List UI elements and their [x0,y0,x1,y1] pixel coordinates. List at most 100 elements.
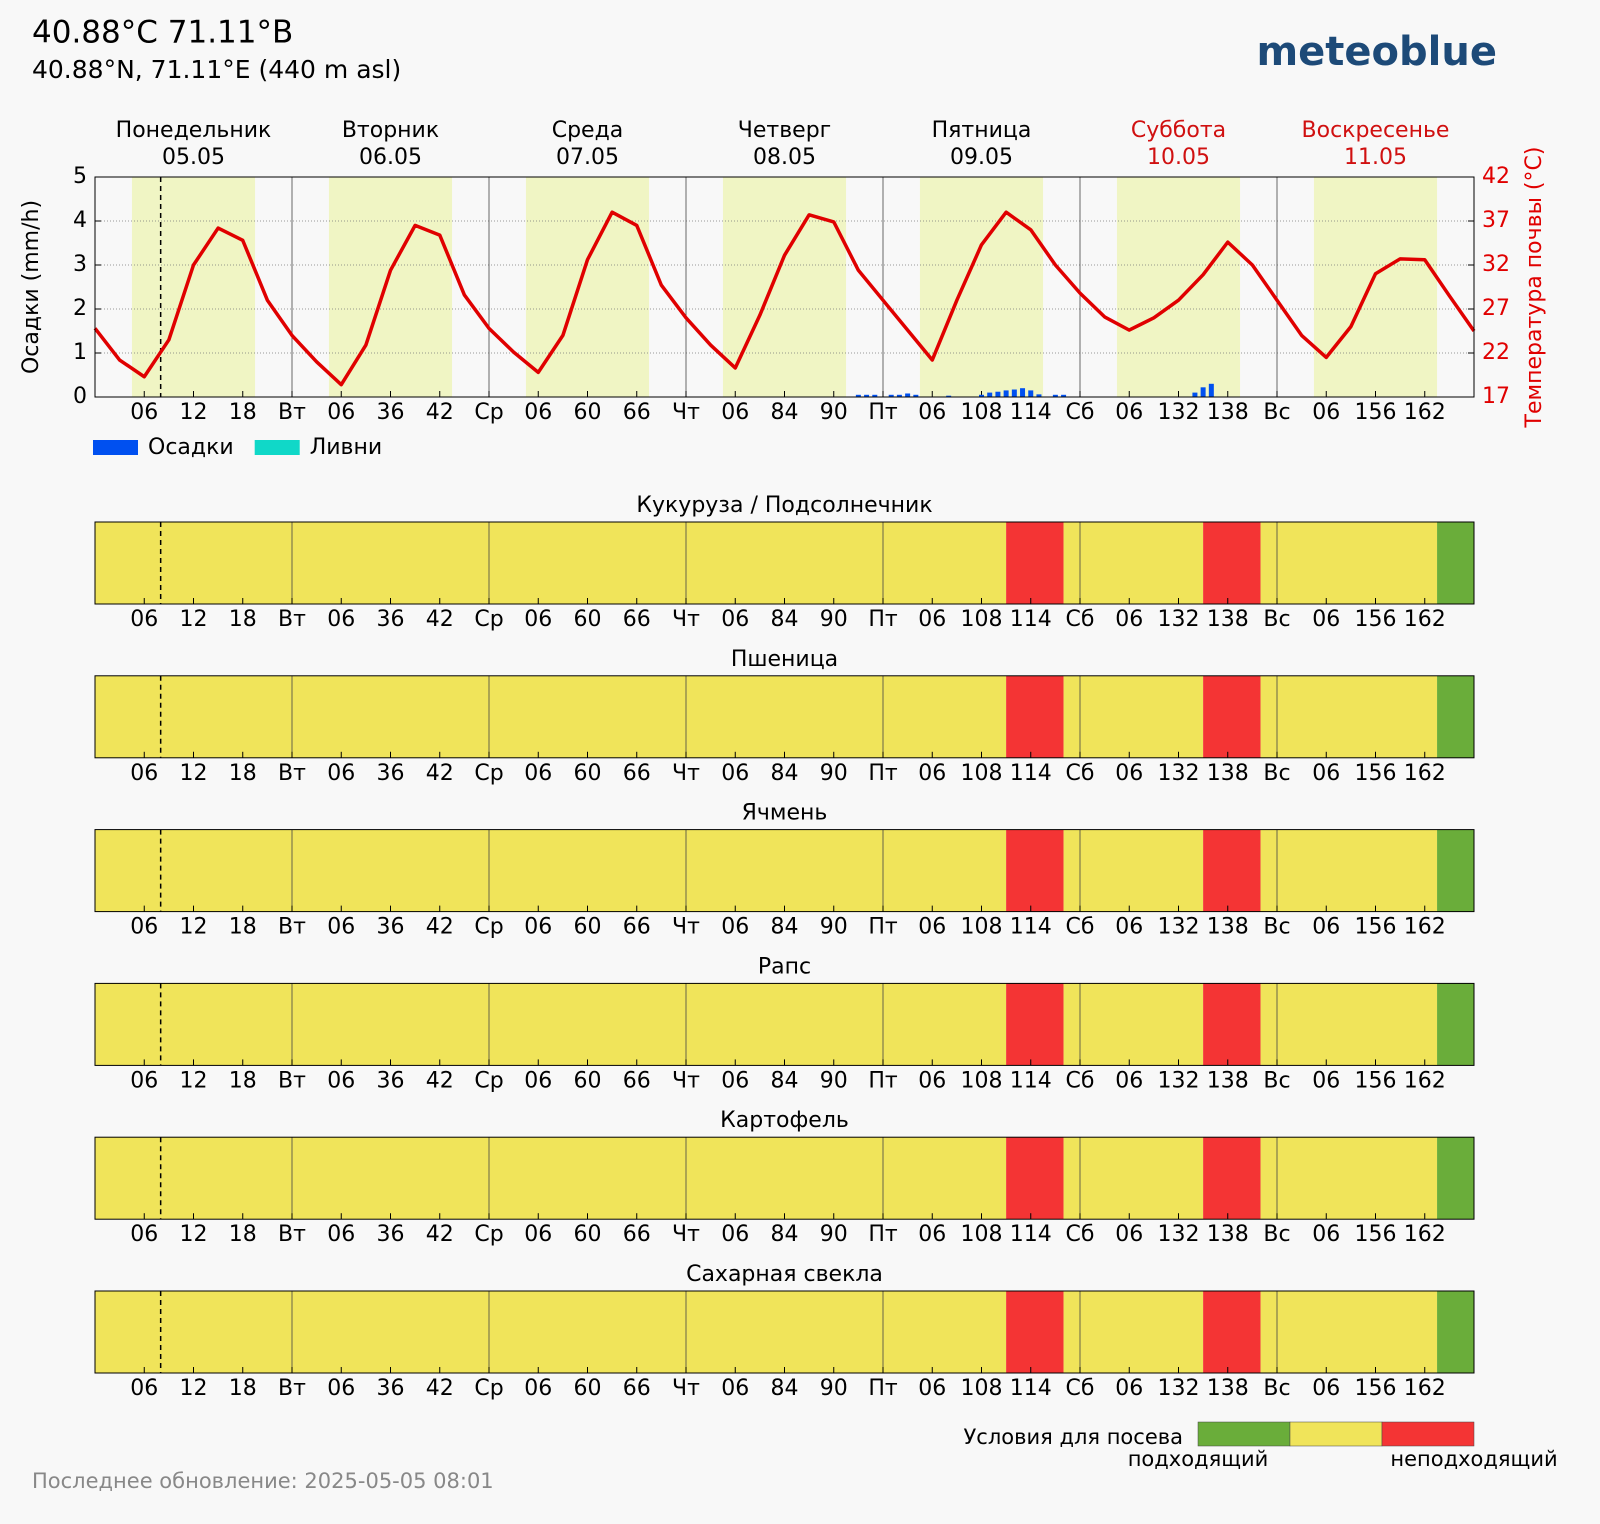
x-tick-label: 12 [180,400,208,425]
x-tick-label: Вс [1263,761,1290,786]
precip-bar [855,394,861,397]
x-tick-label: 12 [180,761,208,786]
x-tick-label: 06 [1115,915,1143,940]
x-tick-label: 114 [1010,761,1052,786]
x-tick-label: Ср [474,607,503,632]
x-tick-label: Чт [672,400,700,425]
x-tick-label: 60 [574,915,602,940]
condition-segment [1260,675,1438,758]
x-tick-label: 84 [771,761,799,786]
x-tick-label: 06 [130,761,158,786]
condition-segment [1203,675,1261,758]
x-tick-label: 06 [524,1222,552,1247]
x-tick-label: 06 [918,400,946,425]
x-tick-label: 156 [1355,607,1397,632]
legend-swatch [254,440,300,455]
precip-bar [995,391,1001,397]
x-tick-label: Вт [278,1376,306,1401]
x-tick-label: Ср [474,915,503,940]
condition-segment [1006,983,1064,1066]
day-date: 10.05 [1147,145,1210,170]
precip-bar [864,394,870,397]
x-tick-label: 42 [426,607,454,632]
x-tick-label: Чт [672,607,700,632]
x-tick-label: 06 [524,1376,552,1401]
condition-segment [1006,1291,1064,1373]
x-tick-label: 06 [327,607,355,632]
x-tick-label: 06 [1312,1376,1340,1401]
x-tick-label: Сб [1066,400,1095,425]
x-tick-label: 06 [1115,1222,1143,1247]
x-tick-label: 06 [327,1222,355,1247]
panel-frame [94,675,1475,759]
x-tick-label: 06 [524,761,552,786]
x-tick-label: 132 [1158,1376,1200,1401]
y2-tick-label: 42 [1482,164,1510,189]
precip-bar [1036,394,1042,397]
x-tick-label: Пт [868,761,898,786]
condition-segment [1063,1291,1204,1373]
x-tick-label: Ср [474,1222,503,1247]
x-tick-label: Чт [672,761,700,786]
x-tick-label: 06 [327,1068,355,1093]
x-tick-label: 90 [820,400,848,425]
x-tick-label: 12 [180,1376,208,1401]
x-tick-label: 06 [1115,607,1143,632]
x-tick-label: 108 [961,1222,1003,1247]
title: 40.88°C 71.11°В [32,15,293,51]
x-tick-label: Вс [1263,607,1290,632]
condition-segment [1203,522,1261,604]
logo: meteoblue [1257,29,1498,75]
x-tick-label: Чт [672,915,700,940]
condition-segment [1437,675,1474,758]
x-tick-label: Ср [474,1068,503,1093]
condition-segment [95,522,1007,604]
x-tick-label: Чт [672,1376,700,1401]
x-tick-label: 42 [426,1068,454,1093]
x-tick-label: 132 [1158,400,1200,425]
x-tick-label: 06 [327,761,355,786]
x-tick-label: Пт [868,1068,898,1093]
precip-bar [1011,389,1017,397]
x-tick-label: 84 [771,1222,799,1247]
x-tick-label: Вс [1263,1376,1290,1401]
panel-frame [94,521,1475,605]
x-tick-label: 06 [1115,761,1143,786]
panel-frame [94,982,1475,1066]
precip-bar [1061,394,1067,397]
x-tick-label: 84 [771,1376,799,1401]
x-tick-label: 138 [1207,915,1249,940]
x-tick-label: 66 [623,915,651,940]
x-tick-label: 06 [918,1222,946,1247]
temperature-line [93,210,1476,387]
day-name: Четверг [738,118,831,143]
x-tick-label: 60 [574,761,602,786]
precip-bar [1192,392,1198,397]
legend-label: Ливни [310,435,383,460]
x-tick-label: 06 [721,607,749,632]
precip-bar [1208,383,1214,397]
x-tick-label: 84 [771,915,799,940]
panel-title: Пшеница [731,647,838,672]
y-tick-label: 2 [73,296,87,321]
x-tick-label: 06 [327,915,355,940]
y2-tick-label: 22 [1482,340,1510,365]
day-date: 11.05 [1344,145,1407,170]
condition-segment [1437,983,1474,1066]
condition-segment [1006,675,1064,758]
x-tick-label: 138 [1207,1376,1249,1401]
y-tick-label: 3 [73,252,87,277]
x-tick-label: 42 [426,400,454,425]
x-tick-label: 12 [180,607,208,632]
x-tick-label: 06 [327,400,355,425]
x-tick-label: Сб [1066,1068,1095,1093]
panel-title: Картофель [720,1108,849,1133]
precip-bar [896,394,902,397]
condition-segment [1260,522,1438,604]
sowing-legend-low: подходящий [1128,1447,1269,1471]
condition-segment [1203,829,1261,912]
x-tick-label: 06 [130,1068,158,1093]
x-tick-label: 114 [1010,1222,1052,1247]
plot-frame [94,176,1475,398]
